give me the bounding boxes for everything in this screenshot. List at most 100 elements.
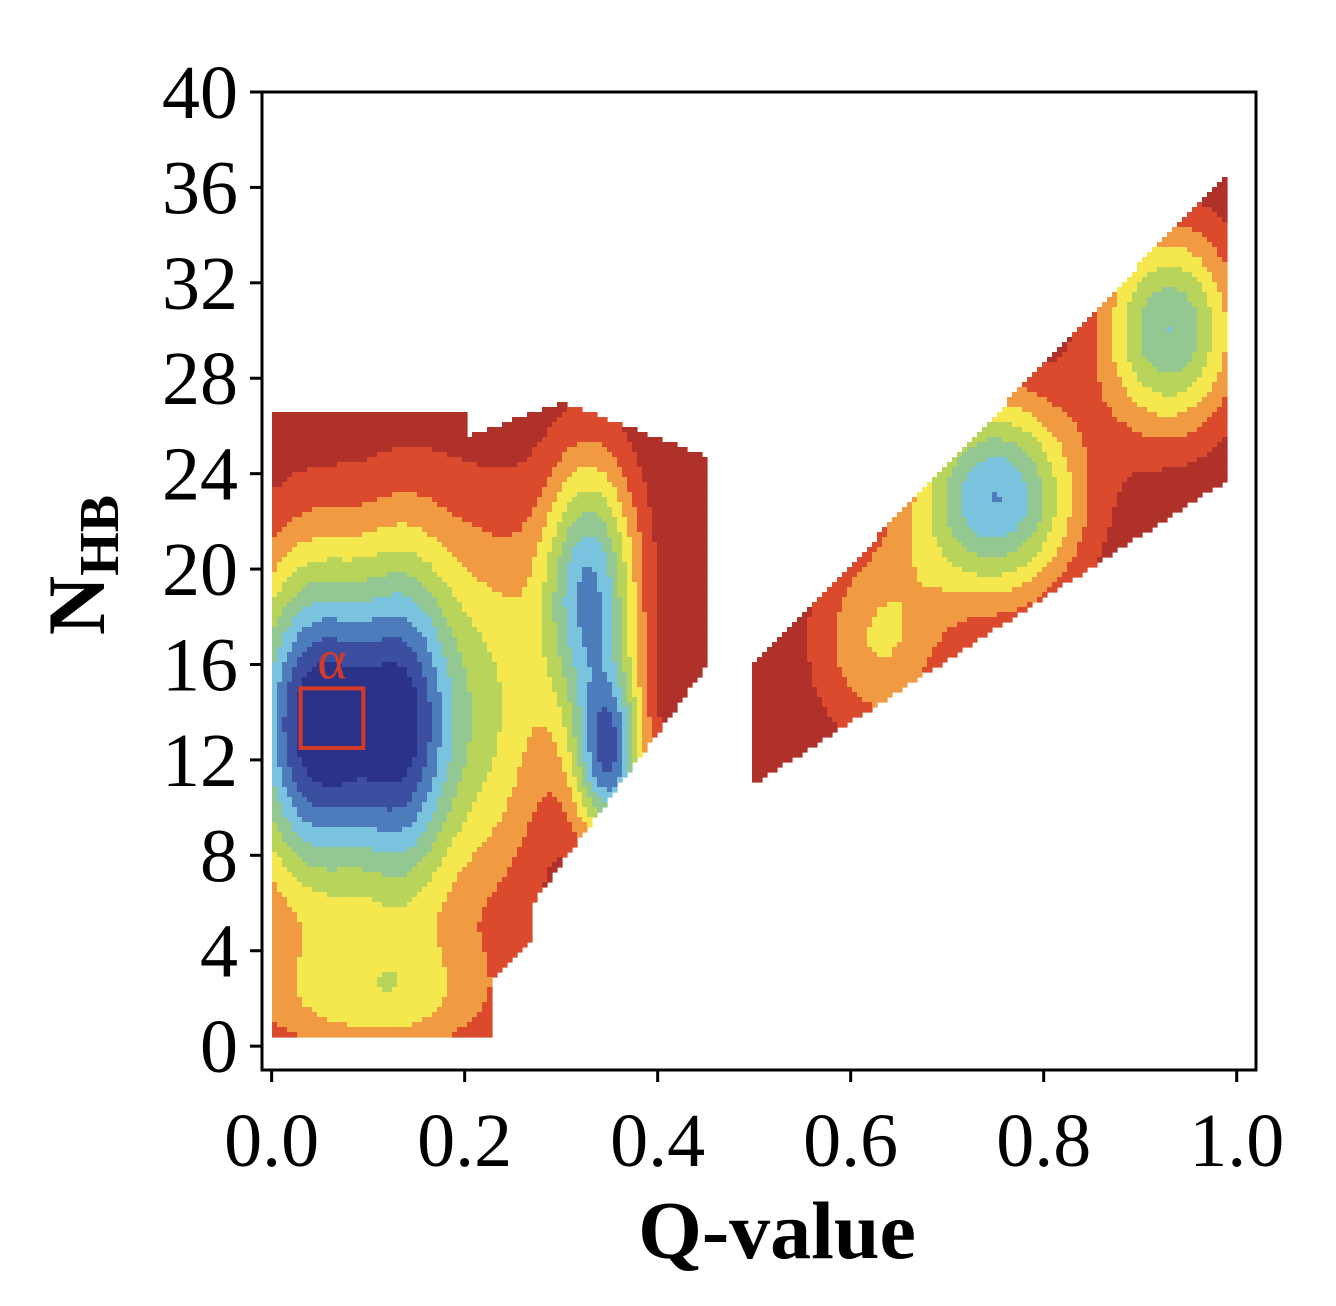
contour-cell bbox=[992, 462, 998, 468]
contour-cell bbox=[1222, 347, 1228, 353]
contour-cell bbox=[1072, 372, 1078, 378]
contour-cell bbox=[1072, 402, 1078, 408]
contour-cell bbox=[1157, 387, 1163, 393]
contour-cell bbox=[1162, 467, 1168, 473]
contour-cell bbox=[1082, 447, 1088, 453]
contour-cell bbox=[527, 482, 533, 488]
contour-cell bbox=[327, 422, 333, 428]
contour-cell bbox=[1037, 422, 1043, 428]
contour-cell bbox=[1122, 407, 1128, 413]
contour-cell bbox=[302, 462, 308, 468]
contour-cell bbox=[992, 442, 998, 448]
contour-cell bbox=[1202, 277, 1208, 283]
contour-cell bbox=[462, 447, 468, 453]
contour-cell bbox=[1122, 382, 1128, 388]
contour-cell bbox=[1102, 312, 1108, 318]
contour-cell bbox=[1147, 492, 1153, 498]
contour-cell bbox=[1182, 397, 1188, 403]
contour-cell bbox=[1147, 312, 1153, 318]
contour-cell bbox=[1077, 332, 1083, 338]
contour-cell bbox=[1112, 437, 1118, 443]
contour-cell bbox=[1197, 342, 1203, 348]
contour-cell bbox=[1212, 432, 1218, 438]
contour-cell bbox=[417, 502, 423, 508]
contour-cell bbox=[1032, 442, 1038, 448]
contour-cell bbox=[627, 532, 633, 538]
contour-cell bbox=[547, 547, 553, 553]
contour-cell bbox=[587, 417, 593, 423]
contour-cell bbox=[1187, 257, 1193, 263]
contour-cell bbox=[572, 427, 578, 433]
contour-cell bbox=[612, 452, 618, 458]
contour-cell bbox=[457, 442, 463, 448]
contour-cell bbox=[542, 457, 548, 463]
contour-cell bbox=[692, 477, 698, 483]
contour-cell bbox=[1047, 407, 1053, 413]
contour-cell bbox=[1117, 432, 1123, 438]
contour-cell bbox=[482, 432, 488, 438]
contour-cell bbox=[502, 422, 508, 428]
contour-cell bbox=[502, 497, 508, 503]
contour-cell bbox=[407, 527, 413, 533]
contour-cell bbox=[1087, 332, 1093, 338]
contour-cell bbox=[422, 427, 428, 433]
contour-cell bbox=[552, 417, 558, 423]
contour-cell bbox=[472, 522, 478, 528]
contour-cell bbox=[392, 452, 398, 458]
contour-cell bbox=[702, 472, 708, 478]
contour-cell bbox=[342, 457, 348, 463]
contour-cell bbox=[652, 542, 658, 548]
contour-cell bbox=[357, 462, 363, 468]
contour-cell bbox=[1047, 532, 1053, 538]
contour-cell bbox=[277, 472, 283, 478]
contour-cell bbox=[1117, 452, 1123, 458]
contour-cell bbox=[1157, 332, 1163, 338]
contour-cell bbox=[1062, 367, 1068, 373]
contour-cell bbox=[1217, 387, 1223, 393]
contour-cell bbox=[1102, 532, 1108, 538]
contour-cell bbox=[1082, 387, 1088, 393]
contour-cell bbox=[322, 422, 328, 428]
contour-cell bbox=[1192, 442, 1198, 448]
contour-cell bbox=[977, 477, 983, 483]
contour-cell bbox=[1042, 502, 1048, 508]
contour-cell bbox=[1047, 522, 1053, 528]
contour-cell bbox=[292, 452, 298, 458]
contour-cell bbox=[1157, 402, 1163, 408]
contour-cell bbox=[1222, 337, 1228, 343]
contour-cell bbox=[692, 492, 698, 498]
contour-cell bbox=[312, 412, 318, 418]
contour-cell bbox=[352, 447, 358, 453]
contour-cell bbox=[1077, 532, 1083, 538]
contour-cell bbox=[427, 442, 433, 448]
contour-cell bbox=[987, 427, 993, 433]
contour-cell bbox=[957, 517, 963, 523]
contour-cell bbox=[407, 492, 413, 498]
contour-cell bbox=[1067, 537, 1073, 543]
contour-cell bbox=[1027, 537, 1033, 543]
contour-cell bbox=[487, 437, 493, 443]
contour-cell bbox=[1222, 332, 1228, 338]
contour-cell bbox=[947, 542, 953, 548]
contour-cell bbox=[1162, 242, 1168, 248]
contour-cell bbox=[1047, 437, 1053, 443]
contour-cell bbox=[362, 507, 368, 513]
contour-cell bbox=[622, 532, 628, 538]
contour-cell bbox=[1012, 402, 1018, 408]
contour-cell bbox=[282, 507, 288, 513]
contour-cell bbox=[1087, 527, 1093, 533]
contour-cell bbox=[1102, 492, 1108, 498]
contour-cell bbox=[1122, 392, 1128, 398]
contour-cell bbox=[392, 422, 398, 428]
contour-cell bbox=[1177, 347, 1183, 353]
contour-cell bbox=[1082, 352, 1088, 358]
contour-cell bbox=[1142, 332, 1148, 338]
contour-cell bbox=[367, 527, 373, 533]
contour-cell bbox=[1037, 442, 1043, 448]
contour-cell bbox=[372, 412, 378, 418]
contour-cell bbox=[997, 502, 1003, 508]
contour-cell bbox=[1197, 222, 1203, 228]
contour-cell bbox=[1187, 247, 1193, 253]
contour-cell bbox=[1132, 432, 1138, 438]
contour-cell bbox=[1127, 492, 1133, 498]
